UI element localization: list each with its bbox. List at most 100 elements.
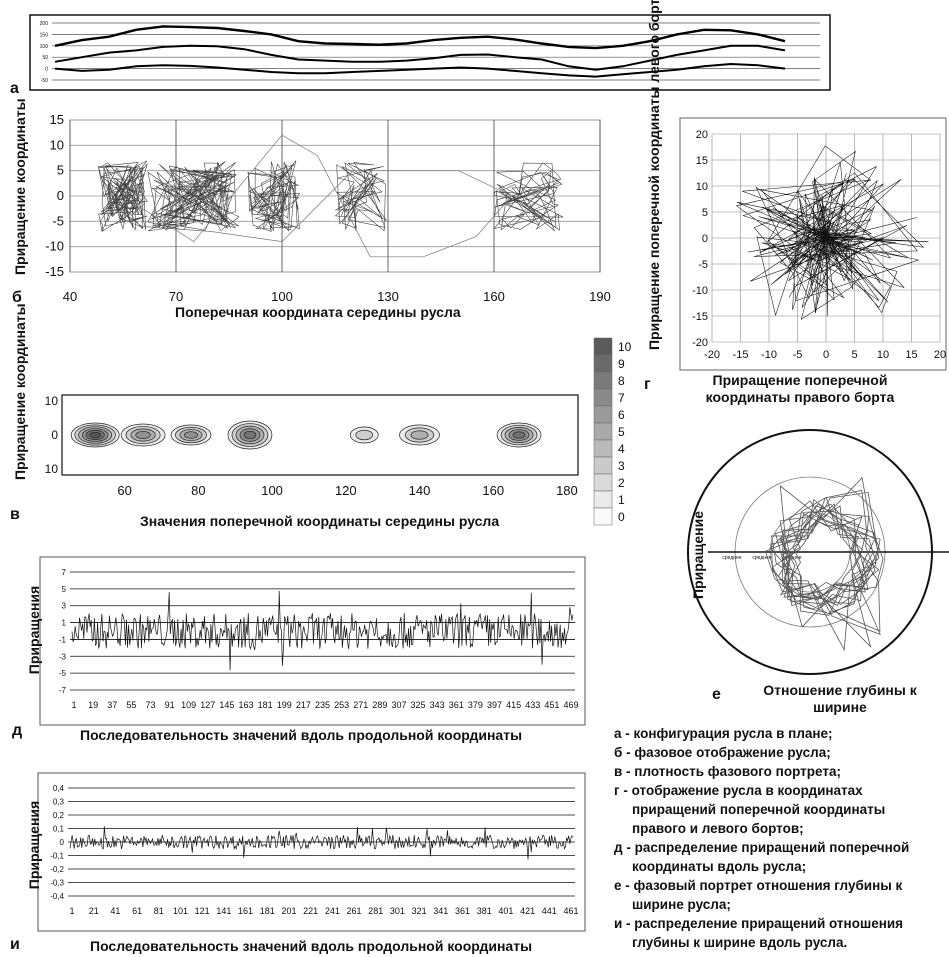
- y-tick-label: 0,1: [53, 825, 65, 834]
- x-tick-label: 100: [261, 483, 283, 498]
- y-tick-label: -0,4: [50, 892, 64, 901]
- y-tick-label: -0,3: [50, 879, 64, 888]
- x-tick-label: 469: [563, 700, 578, 710]
- chart-d-sequence: 7 5 3 1 -1 -3 -5 -7 1 19 37 55 73 91 109 127 145 163 181 19…: [39, 556, 586, 726]
- y-tick-label: 15: [696, 155, 708, 167]
- legend-line: правого и левого бортов;: [632, 821, 804, 836]
- panel-e-xlabel: Отношение глубины к ширине: [763, 682, 917, 715]
- legend-line: д - распределение приращений поперечной: [614, 840, 910, 855]
- series-line: [54, 62, 786, 78]
- colorbar-label: 6: [618, 408, 625, 422]
- y-tick-label: 1: [62, 619, 67, 628]
- y-tick-label: -5: [698, 259, 708, 271]
- panel-i: 0,4 0,3 0,2 0,1 0 -0,1 -0,2 -0,3 -0,4 1 21 41 61 81 10…: [0, 760, 600, 957]
- increment-trajectory: [735, 145, 929, 320]
- legend-line: ширине русла;: [632, 897, 731, 912]
- panel-letter-d: д: [12, 722, 23, 739]
- x-tick-label: 421: [520, 906, 535, 916]
- panel-v: 10 0 10 60 80 100 120 140 160 180 10 9 8 7 6 5 4 3 2 1 0 При…: [0, 303, 640, 530]
- x-tick-label: 433: [525, 700, 540, 710]
- figure-legend: а - конфигурация русла в плане; б - фазо…: [614, 724, 949, 952]
- x-tick-label: 401: [498, 906, 513, 916]
- chart-border: [679, 117, 947, 371]
- y-tick-label: -20: [692, 337, 708, 349]
- colorbar-cell: [593, 456, 613, 475]
- plot-frame: [29, 14, 831, 91]
- panel-d: 7 5 3 1 -1 -3 -5 -7 1 19 37 55 73 91 109 127 145 163 181 19…: [0, 545, 600, 750]
- panel-v-ylabel: Приращение координаты: [12, 303, 28, 480]
- y-tick-label: 0: [45, 67, 48, 73]
- x-tick-label: 140: [409, 483, 431, 498]
- x-tick-label: 190: [589, 289, 611, 304]
- colorbar-cell: [593, 405, 613, 424]
- x-tick-label: 451: [544, 700, 559, 710]
- panel-letter-g: г: [644, 376, 651, 393]
- x-tick-label: 81: [154, 906, 164, 916]
- legend-line: приращений поперечной координаты: [632, 802, 886, 817]
- x-tick-label: 415: [506, 700, 521, 710]
- phase-trajectory: [247, 160, 300, 232]
- x-tick-label: 160: [482, 483, 504, 498]
- x-tick-label: 15: [905, 349, 917, 361]
- y-tick-label: -10: [692, 285, 708, 297]
- density-contour: [243, 430, 257, 440]
- x-tick-label: 381: [477, 906, 492, 916]
- colorbar-label: 7: [618, 391, 625, 405]
- x-tick-label: 281: [368, 906, 383, 916]
- colorbar-cell: [593, 439, 613, 458]
- y-tick-label: 0,3: [53, 798, 65, 807]
- increment-series: [71, 590, 574, 671]
- colorbar-label: 5: [618, 425, 625, 439]
- legend-line: а - конфигурация русла в плане;: [614, 726, 833, 741]
- panel-b-ylabel: Приращение координаты: [12, 98, 28, 275]
- x-tick-label: 21: [89, 906, 99, 916]
- y-tick-label: -5: [59, 669, 67, 678]
- panel-v-xlabel: Значения поперечной координаты середины …: [140, 513, 500, 529]
- y-tick-label: 20: [696, 129, 708, 141]
- phase-trajectory: [334, 161, 387, 232]
- x-tick-label: 37: [107, 700, 117, 710]
- x-tick-label: 61: [132, 906, 142, 916]
- phase-portrait: [764, 476, 884, 652]
- y-tick-label: 0,2: [53, 811, 65, 820]
- phase-trajectory: [98, 160, 148, 232]
- x-tick-label: -5: [793, 349, 803, 361]
- x-tick-label: 80: [191, 483, 205, 498]
- legend-line: глубины к ширине вдоль русла.: [632, 935, 848, 950]
- phase-trajectory: [147, 161, 240, 232]
- axis-tick-label: среднее: [722, 555, 741, 561]
- density-contour: [89, 431, 102, 439]
- x-tick-label: 73: [145, 700, 155, 710]
- colorbar-cell: [593, 422, 613, 441]
- colorbar-cell: [593, 371, 613, 390]
- x-tick-label: 121: [195, 906, 210, 916]
- x-tick-label: 307: [391, 700, 406, 710]
- colorbar-label: 10: [618, 340, 632, 354]
- y-tick-label: -15: [692, 311, 708, 323]
- density-contour: [512, 431, 526, 439]
- y-tick-label: 0,4: [53, 784, 65, 793]
- y-tick-label: 100: [40, 44, 49, 50]
- panel-letter-v: в: [10, 506, 20, 523]
- x-tick-label: 321: [412, 906, 427, 916]
- panel-letter-a: а: [10, 80, 19, 97]
- y-tick-label: 3: [62, 602, 67, 611]
- y-tick-label: 5: [57, 163, 64, 178]
- panel-g: 20 15 10 5 0 -5 -10 -15 -20 -20 -15 -10 -5 0 5 10 15 20 П…: [640, 0, 949, 410]
- chart-b-phase-map: 15 10 5 0 -5 -10 -15 40 70 100 130 160 190: [45, 112, 611, 304]
- phase-trajectory: [122, 134, 513, 258]
- x-tick-label: 461: [563, 906, 578, 916]
- colorbar-cell: [593, 354, 613, 373]
- colorbar-cell: [593, 473, 613, 492]
- x-tick-label: 361: [449, 700, 464, 710]
- increment-series: [69, 826, 574, 860]
- y-tick-label: 0: [51, 428, 58, 442]
- x-tick-label: -20: [704, 349, 720, 361]
- panel-d-ylabel: Приращения: [26, 585, 42, 675]
- x-tick-label: 241: [325, 906, 340, 916]
- x-tick-label: 100: [271, 289, 293, 304]
- series-line: [54, 25, 786, 50]
- y-tick-label: 150: [40, 32, 49, 38]
- panel-i-ylabel: Приращения: [26, 800, 42, 890]
